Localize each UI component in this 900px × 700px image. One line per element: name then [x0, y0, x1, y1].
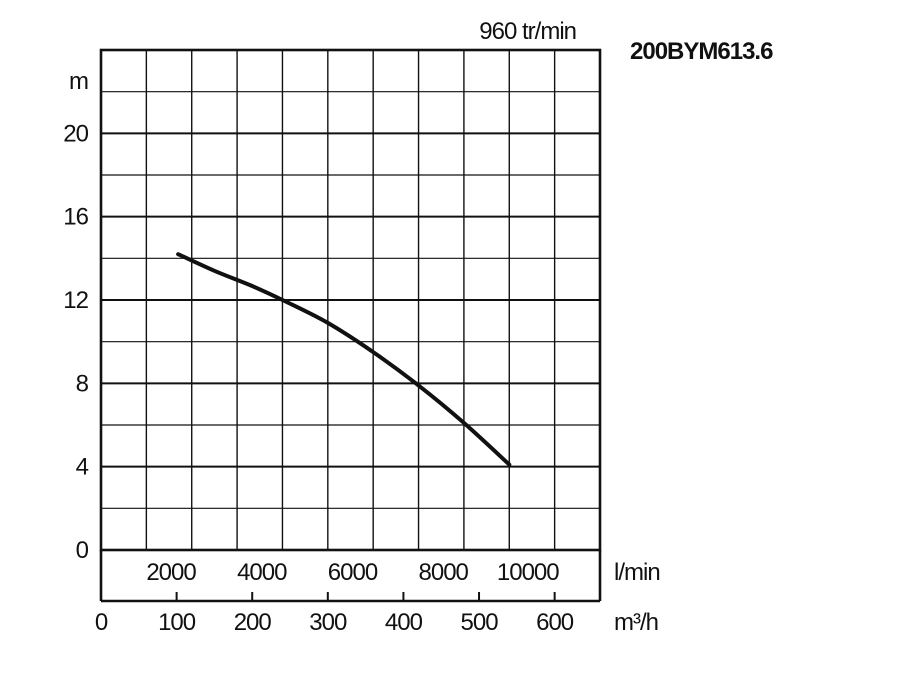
x2-tick-labels: 0 100 200 300 400 500 600	[95, 592, 575, 636]
x2-tick-label: 200	[234, 609, 272, 636]
grid	[101, 50, 600, 550]
x-tick-label: 10000	[497, 559, 559, 586]
x2-axis-label: m³/h	[614, 609, 658, 636]
x2-tick-label: 300	[309, 609, 347, 636]
chart-title: 200BYM613.6	[630, 38, 773, 65]
x2-tick-label: 500	[461, 609, 499, 636]
plot-border	[99, 48, 602, 552]
x-tick-label: 2000	[146, 559, 196, 586]
y-tick-label: 8	[76, 370, 89, 397]
x-tick-label: 6000	[328, 559, 378, 586]
x-tick-label: 4000	[237, 559, 287, 586]
x2-tick-label: 100	[158, 609, 196, 636]
y-tick-label: 4	[76, 454, 89, 481]
x2-tick-label: 400	[385, 609, 423, 636]
y-axis-label: m	[69, 68, 88, 95]
x-axis-label: l/min	[614, 559, 660, 586]
y-tick-label: 0	[76, 537, 89, 564]
series-line	[176, 252, 512, 467]
y-tick-labels: 0 4 8 12 16 20	[63, 120, 89, 564]
y-tick-label: 20	[63, 120, 88, 147]
series-layer	[176, 252, 512, 467]
x-tick-labels: 2000 4000 6000 8000 10000	[146, 559, 560, 586]
x2-tick-label: 0	[95, 609, 108, 636]
y-tick-label: 16	[63, 204, 88, 231]
x2-tick-label: 600	[536, 609, 574, 636]
x-tick-label: 8000	[419, 559, 469, 586]
chart-subtitle: 960 tr/min	[479, 18, 576, 45]
y-tick-label: 12	[63, 287, 88, 314]
